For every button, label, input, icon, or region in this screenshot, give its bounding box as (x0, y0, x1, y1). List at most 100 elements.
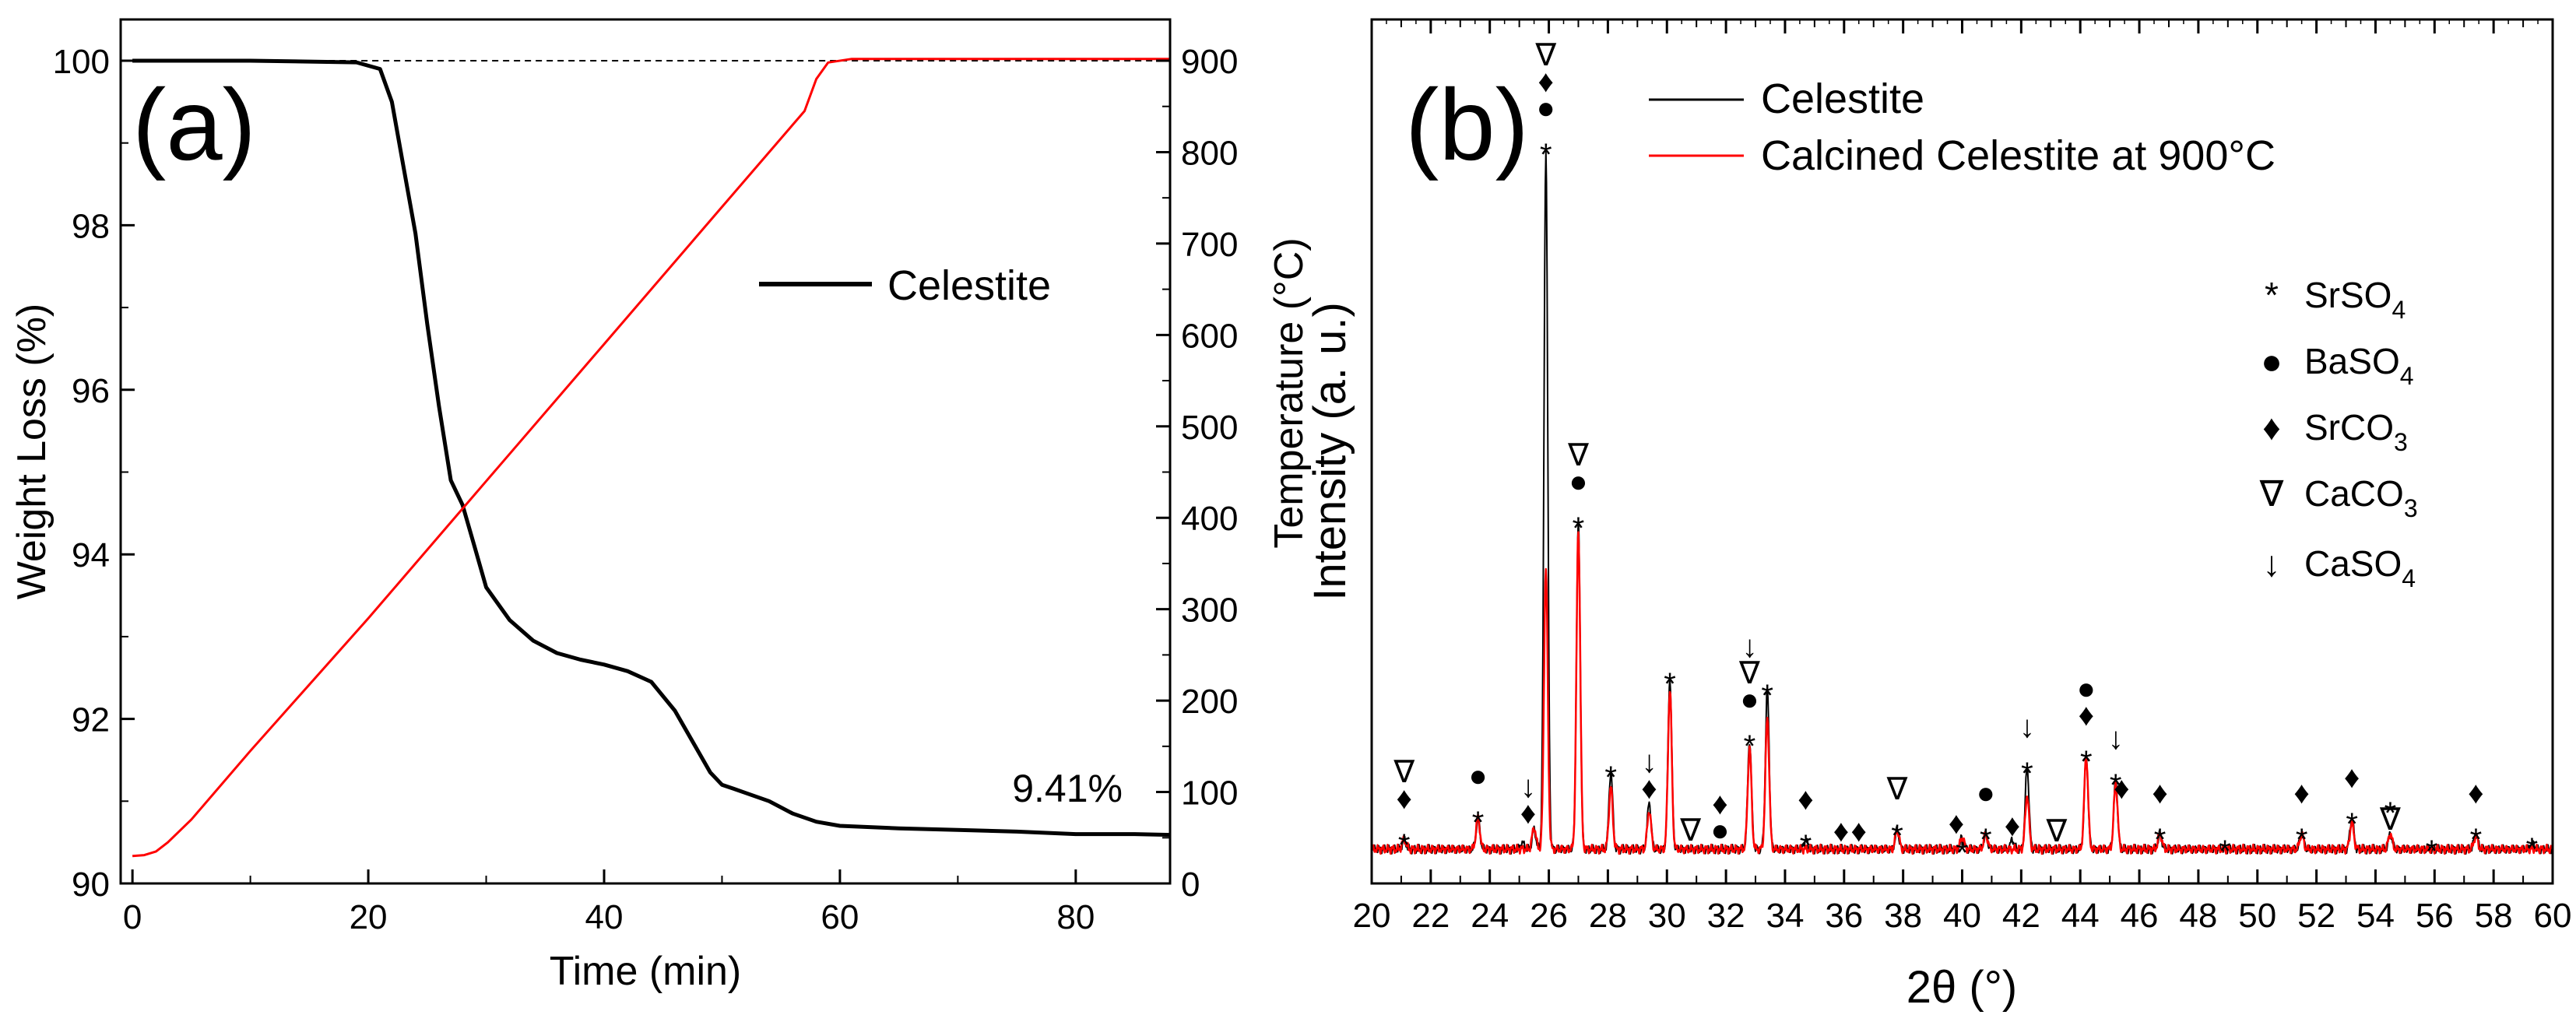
caso4-marker: ↓ (1741, 630, 1757, 664)
srco3-marker: ♦ (1520, 796, 1536, 831)
srso4-marker: * (2021, 757, 2033, 791)
y2-tick-label-a: 500 (1181, 409, 1238, 447)
legend-b: Celestite Calcined Celestite at 900°C (1649, 76, 2276, 179)
plot-area-a (132, 58, 1171, 883)
x-tick-label-b: 58 (2475, 897, 2513, 935)
phase-symbol-caso4: ↓ (2263, 543, 2281, 584)
srco3-marker: ♦ (2079, 698, 2094, 732)
srso4-marker: * (1664, 667, 1676, 701)
x-tick-label-b: 54 (2356, 897, 2395, 935)
baso4-marker: ● (1977, 776, 1995, 810)
phase-legend: * SrSO4 ● BaSO4 ♦ SrCO3 ∇ CaCO3 ↓ CaSO4 (2259, 275, 2418, 592)
x-tick-label-b: 22 (1411, 897, 1450, 935)
y2-axis-ticks-a: 0 100 200 300 400 500 600 700 800 900 (1156, 43, 1238, 904)
y-tick-label-a: 94 (72, 536, 110, 574)
phase-legend-item: ∇ CaCO3 (2259, 473, 2418, 522)
x-tick-label-b: 32 (1707, 897, 1745, 935)
y-axis-title-a: Weight Loss (%) (9, 304, 54, 600)
srso4-marker: * (1956, 836, 1969, 870)
phase-legend-item: ↓ CaSO4 (2263, 543, 2416, 592)
caco3-marker: ∇ (2045, 814, 2067, 848)
caco3-marker: ∇ (1679, 813, 1701, 848)
phase-subscript: 4 (2400, 362, 2414, 390)
y-tick-label-a: 100 (53, 43, 110, 81)
x-tick-label-b: 52 (2297, 897, 2335, 935)
x-tick-label-b: 42 (2002, 897, 2040, 935)
x-tick-label-b: 34 (1766, 897, 1804, 935)
y-tick-label-a: 90 (72, 866, 110, 904)
caco3-marker: ∇ (1886, 772, 1908, 806)
caco3-marker: ∇ (1738, 656, 1760, 690)
temperature-line (132, 58, 1170, 858)
caso4-marker: ↓ (2108, 722, 2124, 756)
phase-subscript: 4 (2402, 564, 2416, 592)
x-tick-label-a: 40 (585, 898, 624, 936)
phase-formula: SrSO (2304, 275, 2391, 315)
x-tick-label-a: 20 (350, 898, 388, 936)
y-tick-label-a: 98 (72, 207, 110, 245)
caco3-marker: ∇ (1567, 438, 1589, 472)
x-tick-label-a: 60 (821, 898, 859, 936)
x-tick-label-a: 0 (123, 898, 142, 936)
y2-tick-label-a: 300 (1181, 592, 1238, 630)
phase-formula: CaCO (2304, 473, 2404, 514)
x-tick-label-b: 40 (1943, 897, 1981, 935)
srco3-marker: ♦ (1712, 787, 1727, 821)
caso4-marker: ↓ (2019, 710, 2035, 744)
x-axis-title-b: 2θ (°) (1907, 962, 2017, 1013)
phase-subscript: 4 (2391, 296, 2406, 324)
x-axis-title-a: Time (min) (550, 949, 742, 994)
srso4-marker: * (1398, 828, 1411, 862)
x-tick-label-b: 60 (2534, 897, 2572, 935)
x-tick-label-b: 36 (1825, 897, 1863, 935)
legend-label-celestite-b: Celestite (1761, 76, 1924, 122)
srso4-marker: * (1761, 679, 1773, 713)
srso4-marker: * (2110, 768, 2122, 802)
x-tick-label-b: 46 (2121, 897, 2159, 935)
legend-label-calcined-b: Calcined Celestite at 900°C (1761, 132, 2276, 179)
y2-axis-title-a: Temperature (°C) (1267, 237, 1312, 548)
phase-legend-item: * SrSO4 (2265, 275, 2406, 324)
caco3-marker: ∇ (1534, 38, 1556, 72)
plot-frame-a (119, 18, 1172, 885)
srso4-marker: * (2080, 745, 2093, 779)
caso4-marker: ↓ (1641, 745, 1657, 779)
y-axis-title-b: Intensity (a. u.) (1305, 302, 1355, 601)
caco3-marker: ∇ (1393, 755, 1415, 789)
srco3-marker: ♦ (1851, 814, 1867, 848)
phase-symbol-srso4: * (2265, 275, 2279, 315)
phase-symbol-baso4: ● (2261, 341, 2283, 381)
srco3-marker: ♦ (2152, 776, 2167, 810)
srso4-marker: * (2296, 823, 2308, 857)
panel-label-b: (b) (1405, 68, 1529, 181)
srco3-marker: ♦ (2005, 809, 2020, 843)
srco3-marker: ♦ (2344, 760, 2360, 795)
srso4-marker: * (2346, 807, 2358, 841)
baso4-marker: ● (1468, 759, 1487, 793)
srco3-marker: ♦ (1949, 806, 1964, 841)
srso4-marker: * (1800, 829, 1812, 863)
y2-tick-label-a: 800 (1181, 134, 1238, 172)
legend-label-celestite-a: Celestite (887, 262, 1051, 309)
srso4-marker: * (2470, 823, 2483, 857)
srso4-marker: * (1604, 760, 1617, 795)
srso4-marker: * (2426, 834, 2438, 869)
x-tick-label-b: 24 (1471, 897, 1509, 935)
panel-label-a: (a) (132, 68, 256, 181)
srco3-marker: ♦ (1397, 781, 1412, 816)
baso4-marker: ● (1537, 91, 1555, 125)
srso4-marker: * (1573, 511, 1585, 546)
y2-tick-label-a: 0 (1181, 866, 1200, 904)
phase-symbol-caco3: ∇ (2259, 473, 2284, 514)
srco3-marker: ♦ (1538, 65, 1554, 99)
x-tick-label-b: 50 (2238, 897, 2276, 935)
srco3-marker: ♦ (2293, 776, 2309, 810)
phase-label-baso4: BaSO4 (2304, 341, 2414, 390)
baso4-marker: ● (2077, 672, 2096, 706)
panel-b-xrd-chart: 20 22 24 26 28 30 32 34 36 38 40 42 44 46 48 50 52 54 56 58… (1305, 18, 2572, 1013)
y2-tick-label-a: 700 (1181, 226, 1238, 264)
caco3-marker: ∇ (2379, 802, 2401, 837)
phase-label-caco3: CaCO3 (2304, 473, 2418, 522)
srso4-marker: * (1891, 819, 1903, 853)
